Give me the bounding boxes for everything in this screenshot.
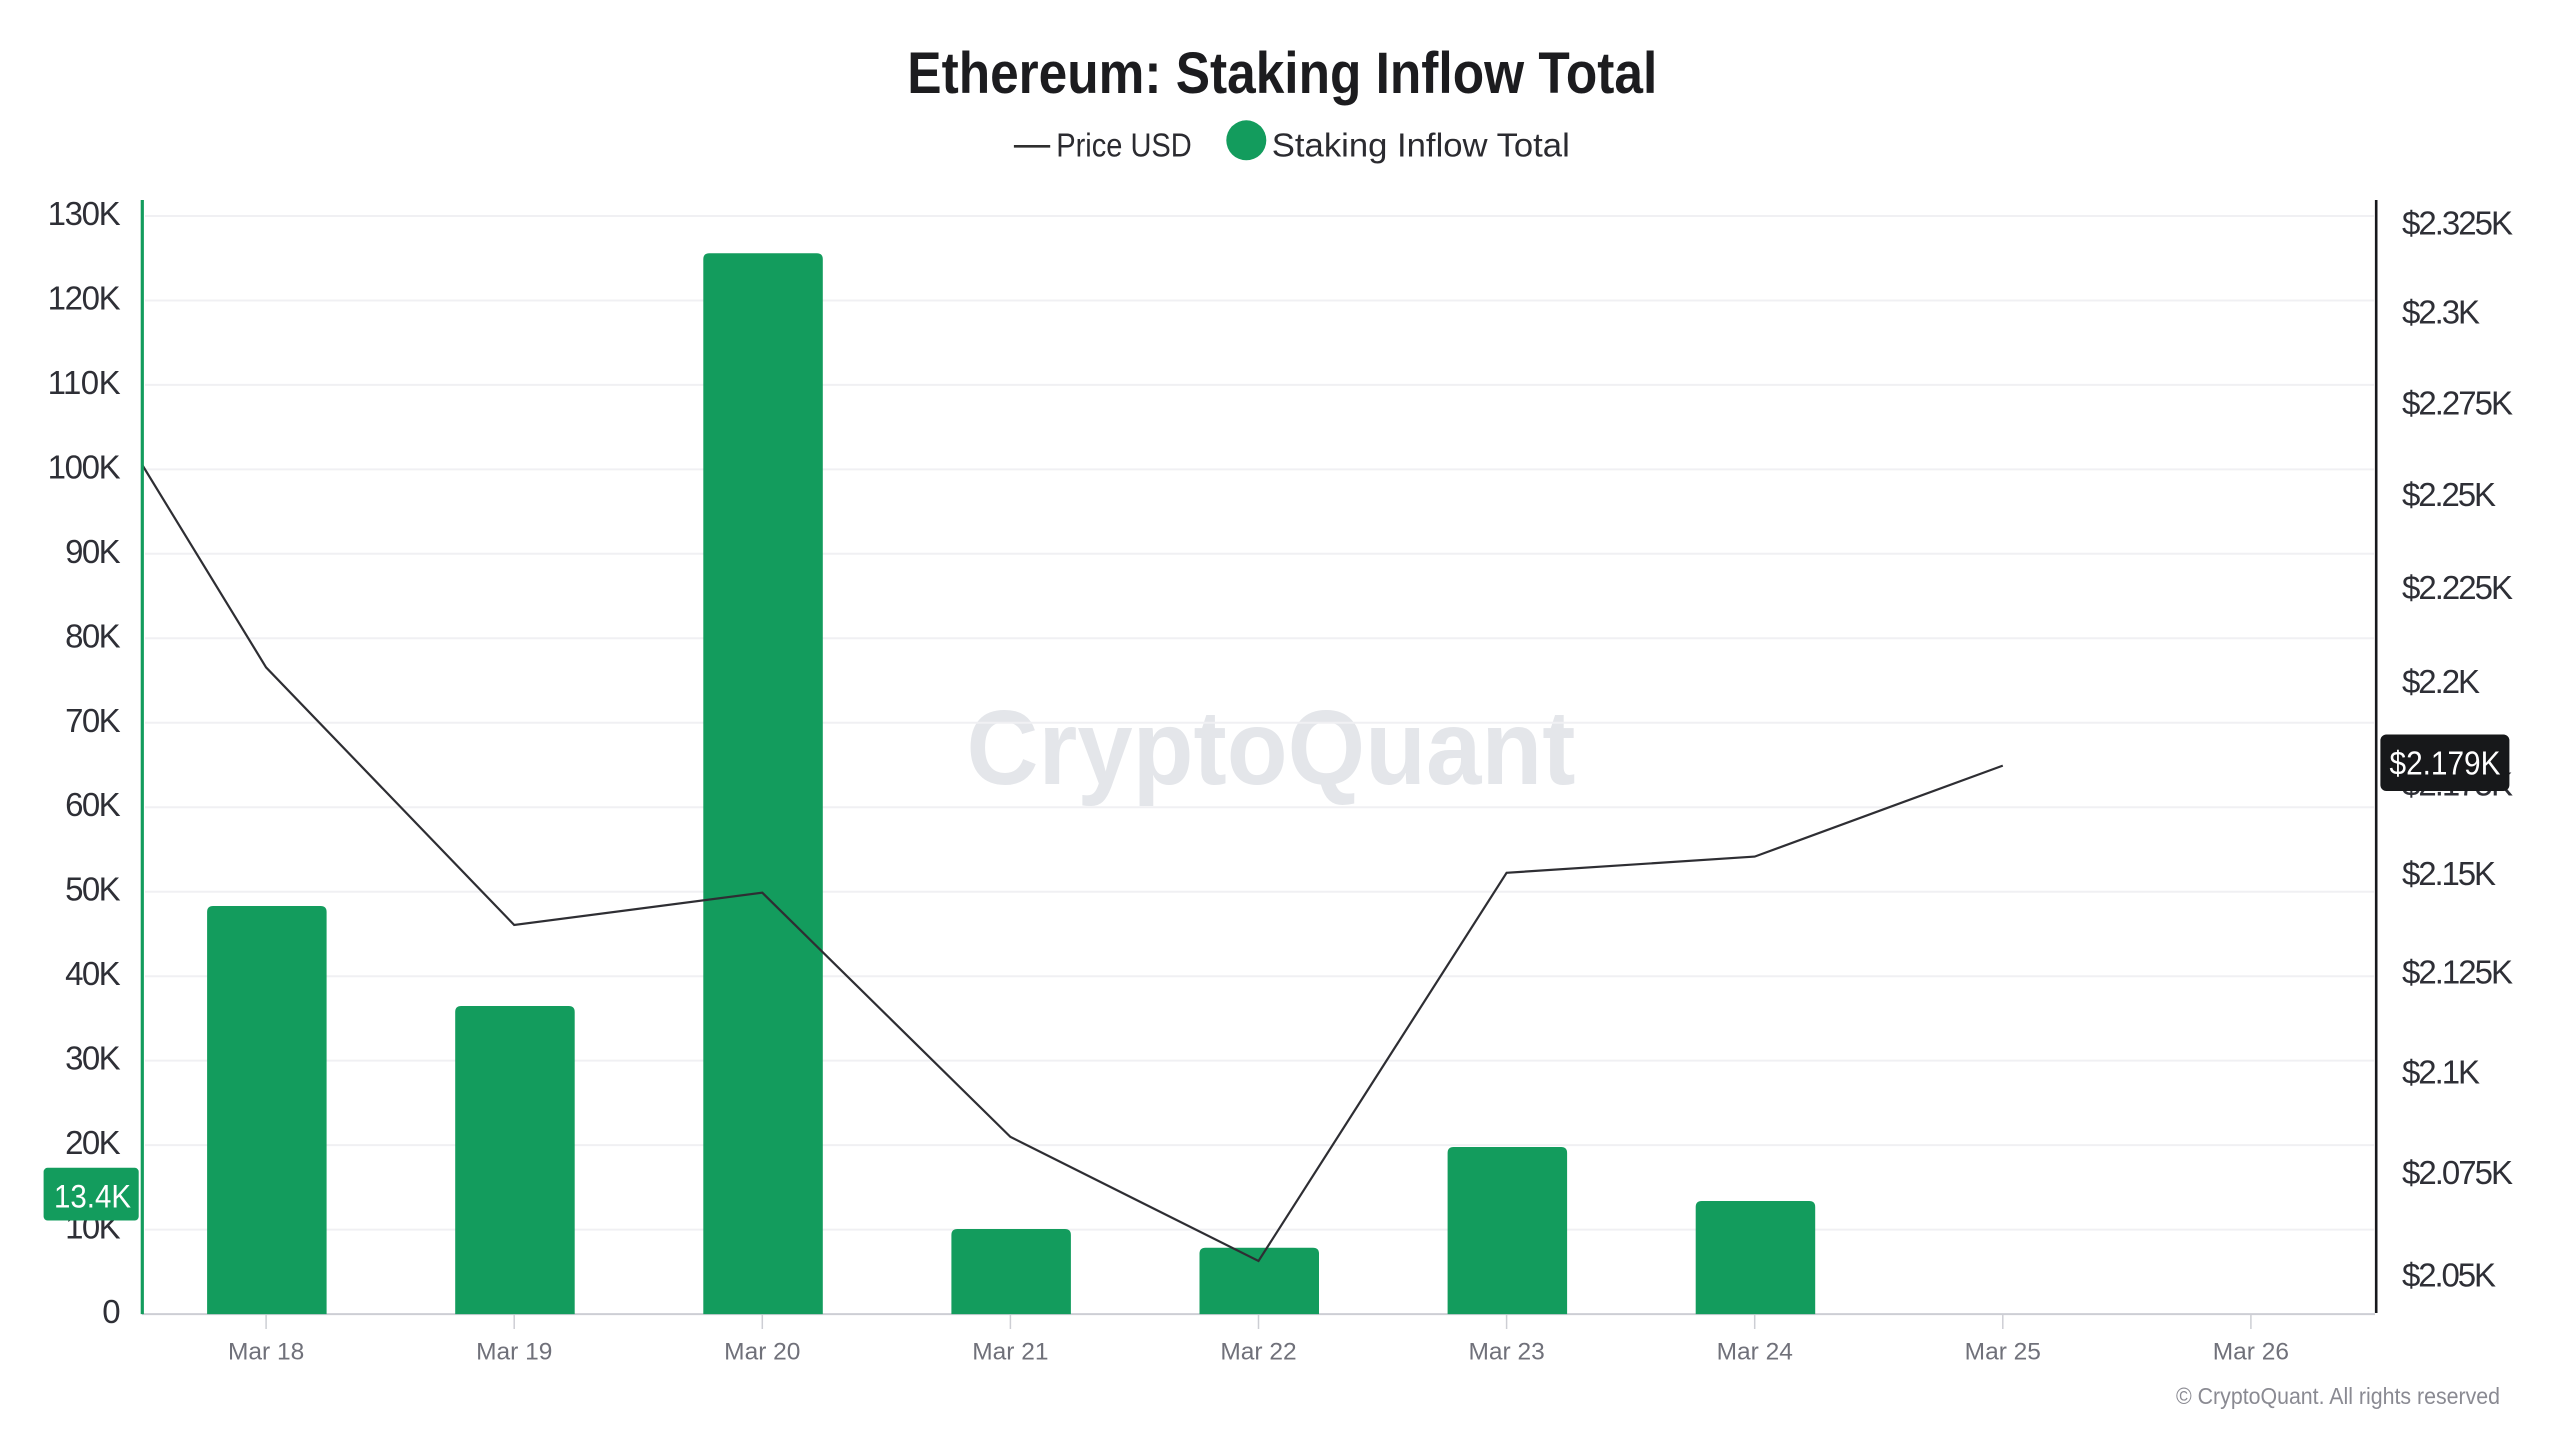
svg-text:© CryptoQuant. All rights rese: © CryptoQuant. All rights reserved	[2176, 1383, 2500, 1409]
svg-text:50K: 50K	[65, 871, 121, 908]
svg-text:$2.125K: $2.125K	[2402, 954, 2513, 991]
svg-text:Price USD: Price USD	[1056, 127, 1192, 164]
svg-text:Mar 26: Mar 26	[2213, 1339, 2289, 1366]
svg-text:$2.275K: $2.275K	[2402, 384, 2513, 421]
svg-text:Mar 18: Mar 18	[228, 1339, 304, 1366]
svg-text:$2.25K: $2.25K	[2402, 476, 2496, 513]
svg-text:$2.1K: $2.1K	[2402, 1053, 2480, 1090]
svg-text:$2.075K: $2.075K	[2402, 1154, 2513, 1191]
svg-text:$2.3K: $2.3K	[2402, 294, 2480, 331]
svg-text:120K: 120K	[48, 280, 121, 317]
svg-text:Mar 20: Mar 20	[724, 1339, 800, 1366]
svg-text:CryptoQuant: CryptoQuant	[967, 689, 1576, 807]
svg-text:90K: 90K	[65, 533, 121, 570]
svg-text:$2.179K: $2.179K	[2390, 745, 2501, 782]
svg-text:Mar 21: Mar 21	[972, 1339, 1048, 1366]
svg-text:130K: 130K	[48, 195, 121, 232]
svg-text:$2.325K: $2.325K	[2402, 205, 2513, 242]
svg-text:70K: 70K	[65, 702, 121, 739]
svg-text:Mar 19: Mar 19	[476, 1339, 552, 1366]
svg-text:$2.15K: $2.15K	[2402, 855, 2496, 892]
svg-text:40K: 40K	[65, 955, 121, 992]
svg-text:13.4K: 13.4K	[54, 1178, 131, 1214]
svg-text:100K: 100K	[48, 448, 121, 485]
svg-text:60K: 60K	[65, 786, 121, 823]
svg-text:0: 0	[102, 1293, 120, 1330]
svg-text:Mar 24: Mar 24	[1717, 1339, 1793, 1366]
svg-text:$2.05K: $2.05K	[2402, 1256, 2496, 1293]
svg-text:Mar 25: Mar 25	[1965, 1339, 2041, 1366]
svg-text:Mar 23: Mar 23	[1468, 1339, 1544, 1366]
svg-text:Mar 22: Mar 22	[1220, 1339, 1296, 1366]
svg-text:30K: 30K	[65, 1040, 121, 1077]
svg-text:20K: 20K	[65, 1124, 121, 1161]
svg-text:110K: 110K	[48, 364, 121, 401]
svg-text:$2.225K: $2.225K	[2402, 569, 2513, 606]
svg-text:Ethereum: Staking Inflow Total: Ethereum: Staking Inflow Total	[907, 41, 1657, 106]
svg-text:Staking Inflow Total: Staking Inflow Total	[1272, 127, 1570, 164]
svg-text:$2.2K: $2.2K	[2402, 663, 2480, 700]
svg-text:80K: 80K	[65, 617, 121, 654]
